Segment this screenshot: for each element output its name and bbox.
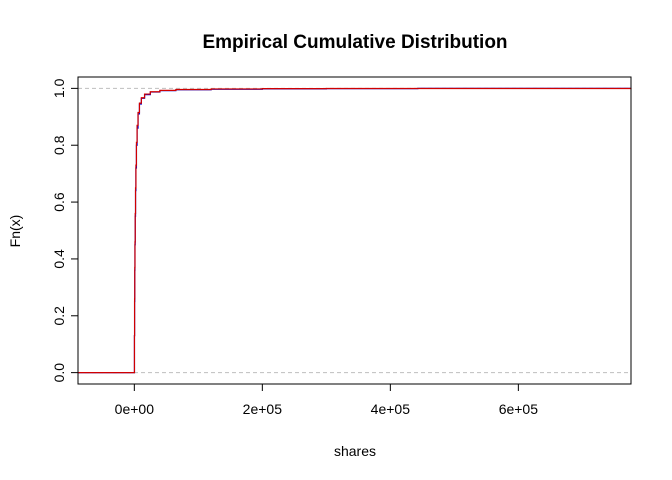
ecdf-series-0 — [78, 87, 631, 374]
y-tick-label: 1.0 — [51, 78, 67, 98]
plot-box — [77, 76, 632, 385]
y-tick-label: 0.2 — [51, 306, 67, 326]
y-tick-label: 0.0 — [51, 363, 67, 383]
ecdf-series-1 — [78, 87, 632, 374]
x-axis-label: shares — [334, 443, 376, 459]
x-tick-label: 6e+05 — [499, 401, 539, 417]
y-tick-label: 0.6 — [51, 192, 67, 212]
y-axis-label: Fn(x) — [7, 215, 23, 248]
y-tick-label: 0.4 — [51, 249, 67, 269]
x-tick-label: 4e+05 — [371, 401, 411, 417]
x-tick-label: 2e+05 — [243, 401, 283, 417]
x-tick-label: 0e+00 — [115, 401, 155, 417]
plot-area: 0e+00 2e+05 4e+05 6e+05 0.0 0.2 0.4 0.6 0.8 1.0 — [51, 76, 632, 417]
y-tick-label: 0.8 — [51, 135, 67, 155]
chart-title: Empirical Cumulative Distribution — [202, 32, 507, 53]
